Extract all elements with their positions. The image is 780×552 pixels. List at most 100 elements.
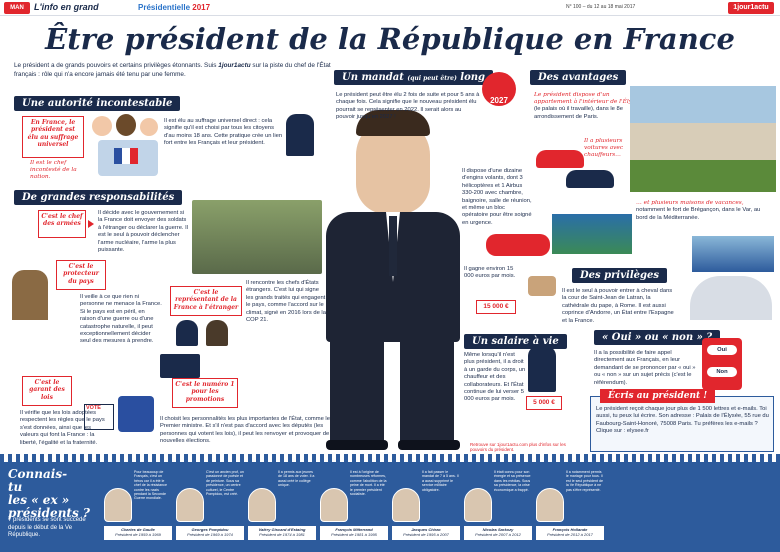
president-description: Il a fait passer le mandat de 7 à 5 ans.…	[422, 470, 459, 492]
building-icon	[160, 354, 200, 378]
protecteur-text: Il veille à ce que rien ni personne ne m…	[80, 294, 162, 345]
citizen-face-icon	[116, 114, 136, 136]
portrait-photo	[536, 488, 564, 522]
portrait-photo	[248, 488, 276, 522]
president-description: C'est un ancien prof, un passionné de po…	[206, 470, 244, 497]
magazine-logo: MAN	[4, 2, 30, 14]
oui-card: Oui	[706, 344, 738, 356]
handshake-left-icon	[176, 320, 198, 346]
president-card: Il était connu pour son énergie et sa pr…	[464, 470, 533, 548]
page-title: Être président de la République en Franc…	[45, 22, 735, 56]
president-name: Valéry Giscard d'Estaing Président de 197…	[248, 526, 316, 540]
portrait-photo	[320, 488, 348, 522]
president-leg-right	[400, 342, 454, 442]
section-heading-avantages: Des avantages	[530, 70, 627, 85]
car-icon	[536, 150, 584, 168]
president-description: Il a notamment permis le mariage pour to…	[566, 470, 603, 492]
president-tie	[389, 216, 397, 276]
people-icon	[286, 114, 314, 156]
mandat-badge: 2027	[482, 72, 516, 106]
section-heading-salaire: Un salaire à vie	[464, 334, 567, 349]
intro-text: Le président a de grands pouvoirs et cer…	[14, 62, 331, 78]
tag-protecteur: C'est le protecteur du pays	[56, 260, 106, 290]
issue-number: N° 100 – du 12 au 18 mai 2017	[566, 4, 636, 10]
citizen-face-icon	[92, 116, 112, 136]
pension-badge: 5 000 €	[526, 396, 562, 410]
cars-text: Il a plusieurs voitures avec chauffeurs…	[584, 138, 624, 159]
president-description: Pour beaucoup de Français, c'est un héro…	[134, 470, 167, 501]
bregancon-photo	[552, 214, 632, 254]
president-name: Georges Pompidou Président de 1969 à 1974	[176, 526, 244, 540]
president-description: Il était connu pour son énergie et sa pr…	[494, 470, 531, 492]
president-description: Il a permis aux jeunes de 18 ans de vote…	[278, 470, 315, 488]
section-heading-autorite: Une autorité incontestable	[14, 96, 181, 111]
ballot-box-icon	[84, 404, 114, 430]
tag-suffrage: En France, le président est élu au suffr…	[22, 116, 84, 158]
section-heading-mandat: Un mandat (qui peut être) long	[334, 70, 494, 85]
president-shoe-right	[398, 440, 460, 450]
handshake-right-icon	[206, 320, 228, 346]
airplane-icon	[486, 234, 550, 256]
elysee-photo	[630, 86, 776, 192]
president-name: Charles de Gaulle Président de 1959 à 196…	[104, 526, 172, 540]
soldiers-photo	[192, 200, 322, 274]
planes-text: Il dispose d'une dizaine d'engins volant…	[462, 168, 532, 226]
president-card: Il a notamment permis le mariage pour to…	[536, 470, 605, 548]
more-info-link[interactable]: Retrouve sur 1jour1actu.com plus d'infos…	[470, 442, 566, 453]
tag-armees: C'est le chef des armées	[38, 210, 86, 238]
bodyguard-icon	[528, 346, 556, 392]
brand-slogan: L'info en grand	[34, 2, 99, 12]
flag-icon	[114, 148, 138, 164]
president-name: Jacques Chirac Président de 1995 à 2007	[392, 526, 460, 540]
salary-text: Il gagne environ 15 000 euros par mois.	[464, 266, 516, 280]
write-text: Le président reçoit chaque jour plus de …	[596, 406, 769, 435]
president-card: Il a fait passer le mandat de 7 à 5 ans.…	[392, 470, 461, 548]
section-heading-responsabilites: De grandes responsabilités	[14, 190, 183, 205]
tag-garant: C'est le garant des lois	[22, 376, 72, 406]
hand-icon	[528, 276, 556, 296]
portrait-photo	[392, 488, 420, 522]
ex-presidents-title: Connais- tu les « ex » présidents ?	[8, 467, 90, 520]
vote-label: VOTE	[86, 405, 101, 411]
president-card: Il a permis aux jeunes de 18 ans de vote…	[248, 470, 317, 548]
section-label: Présidentielle 2017	[138, 3, 211, 12]
citizen-face-icon	[140, 118, 158, 136]
president-name: François Hollande Président de 2012 à 201…	[536, 526, 604, 540]
president-shoe-left	[326, 440, 388, 450]
portrait-photo	[464, 488, 492, 522]
car-icon	[566, 170, 614, 188]
ouinon-text: Il a la possibilité de faire appel direc…	[594, 350, 696, 386]
fort-photo	[692, 236, 774, 272]
president-hair	[356, 110, 430, 136]
portrait-photo	[104, 488, 132, 522]
write-heading: Écris au président !	[600, 389, 716, 403]
salaire-text: Même lorsqu'il n'est plus président, il …	[464, 352, 526, 403]
president-card: Pour beaucoup de Français, c'est un héro…	[104, 470, 173, 548]
brand-logo: 1jour1actu	[728, 2, 774, 14]
church-icon	[690, 276, 772, 320]
voters-icon	[118, 396, 154, 432]
top-bar	[0, 0, 780, 16]
vacation-text: … et plusieurs maisons de vacances, nota…	[636, 200, 761, 221]
president-card: C'est un ancien prof, un passionné de po…	[176, 470, 245, 548]
dotted-divider	[0, 454, 780, 462]
numero-text: Il choisit les personnalités les plus im…	[160, 416, 330, 445]
garant-text: Il vérifie que les lois adoptées respect…	[20, 410, 105, 446]
write-box	[590, 396, 774, 452]
horse-rider-icon	[12, 270, 48, 320]
portrait-photo	[176, 488, 204, 522]
tag-numero-un: C'est le numéro 1 pour les promotions	[172, 378, 238, 408]
section-heading-ouinon: « Oui » ou « non » ?	[594, 330, 721, 345]
non-card: Non	[706, 366, 738, 378]
armees-text: Il décide avec le gouvernement si la Fra…	[98, 210, 189, 254]
chef-nation-text: Il est le chef incontesté de la nation.	[30, 160, 77, 181]
ex-presidents-subtitle: 7 présidents se sont succédé depuis le d…	[8, 517, 86, 539]
section-heading-privileges: Des privilèges	[572, 268, 667, 283]
arrow-icon	[88, 220, 94, 228]
suffrage-text: Il est élu au suffrage universel direct …	[164, 118, 283, 147]
president-card: Il est à l'origine de nombreuses réforme…	[320, 470, 389, 548]
tag-representant: C'est le représentant de la France à l'é…	[170, 286, 242, 316]
president-name: François Mitterrand Président de 1981 à 1…	[320, 526, 388, 540]
privileges-text: Il est le seul à pouvoir entrer à cheval…	[562, 288, 674, 324]
salary-badge: 15 000 €	[476, 300, 516, 314]
